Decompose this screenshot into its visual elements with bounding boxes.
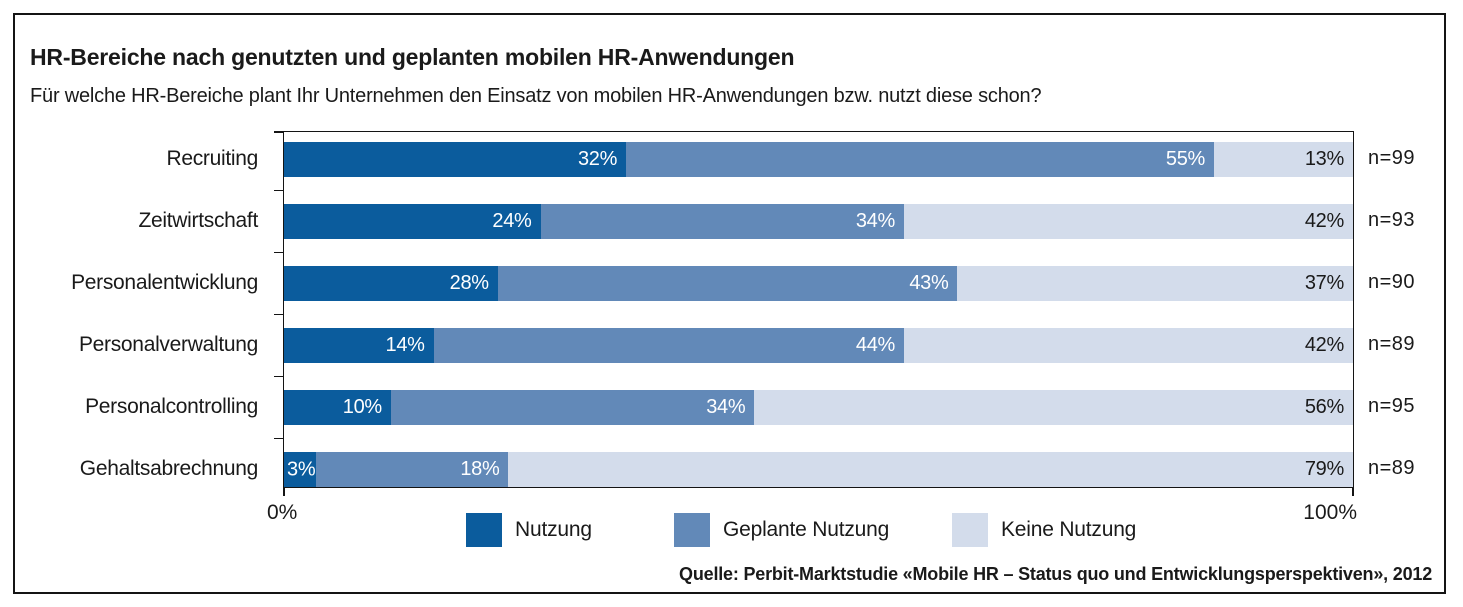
bar-row: 3% 18% 79%	[284, 452, 1353, 487]
legend-swatch-nutzung	[466, 513, 502, 547]
bar-value-label: 37%	[1304, 272, 1344, 294]
legend-swatch-keine-nutzung	[952, 513, 988, 547]
bar-value-label: 13%	[1304, 148, 1344, 170]
bar-value-label: 55%	[1165, 148, 1206, 170]
axis-tick	[274, 313, 284, 315]
n-label: n=89	[1368, 333, 1416, 355]
x-axis-min-label: 0%	[267, 501, 298, 524]
axis-tick	[274, 375, 284, 377]
axis-tick	[283, 487, 285, 496]
n-label: n=99	[1368, 147, 1416, 169]
bar-row: 14% 44% 42%	[284, 328, 1353, 363]
category-label: Gehaltsabrechnung	[79, 457, 259, 480]
n-label: n=90	[1368, 271, 1416, 293]
bar-value-label: 79%	[1304, 458, 1344, 480]
bar-value-label: 24%	[492, 210, 532, 232]
n-label: n=95	[1368, 395, 1416, 417]
bar-value-label: 56%	[1304, 396, 1344, 418]
chart-border-frame	[13, 13, 1446, 594]
bar-value-label: 18%	[460, 458, 500, 480]
axis-tick	[274, 251, 284, 253]
bar-value-label: 10%	[342, 396, 382, 418]
source-attribution: Quelle: Perbit-Marktstudie «Mobile HR – …	[679, 564, 1432, 584]
bar-segment: 42%	[904, 328, 1353, 363]
category-label: Zeitwirtschaft	[138, 209, 259, 232]
bar-value-label: 28%	[449, 272, 489, 294]
legend-label: Geplante Nutzung	[723, 518, 890, 541]
legend-swatch-geplante-nutzung	[674, 513, 710, 547]
bar-value-label: 42%	[1304, 210, 1344, 232]
category-label: Personalverwaltung	[78, 333, 258, 356]
legend-label: Keine Nutzung	[1001, 518, 1137, 541]
bar-segment: 79%	[508, 452, 1353, 487]
axis-tick	[274, 437, 284, 439]
bar-segment: 24%	[284, 204, 541, 239]
axis-tick	[1352, 487, 1354, 496]
bar-row: 10% 34% 56%	[284, 390, 1353, 425]
legend-item-geplante-nutzung: Geplante Nutzung	[674, 513, 889, 547]
axis-tick	[274, 189, 284, 191]
bar-segment: 34%	[540, 204, 904, 239]
bar-segment: 13%	[1214, 142, 1353, 177]
bar-row: 28% 43% 37%	[284, 266, 1353, 301]
bar-value-label: 44%	[855, 334, 896, 356]
bar-segment: 56%	[754, 390, 1353, 425]
bar-row: 24% 34% 42%	[284, 204, 1353, 239]
n-label: n=93	[1368, 209, 1416, 231]
bar-segment: 28%	[284, 266, 498, 301]
bar-segment: 44%	[433, 328, 905, 363]
bar-segment: 3%	[284, 452, 317, 487]
bar-value-label: 32%	[577, 148, 618, 170]
x-axis-max-label: 100%	[1303, 501, 1357, 524]
bar-value-label: 3%	[287, 458, 316, 480]
bar-segment: 34%	[390, 390, 755, 425]
legend-item-keine-nutzung: Keine Nutzung	[952, 513, 1136, 547]
bar-value-label: 43%	[909, 272, 949, 294]
bar-segment: 32%	[284, 142, 627, 177]
bar-segment: 37%	[957, 266, 1353, 301]
bar-segment: 14%	[284, 328, 434, 363]
bar-segment: 55%	[626, 142, 1215, 177]
bar-value-label: 42%	[1304, 334, 1344, 356]
bar-segment: 42%	[904, 204, 1353, 239]
axis-tick	[274, 131, 284, 133]
bar-segment: 10%	[284, 390, 391, 425]
bar-value-label: 34%	[706, 396, 746, 418]
chart-subtitle: Für welche HR-Bereiche plant Ihr Unterne…	[30, 85, 1042, 107]
bar-segment: 43%	[497, 266, 958, 301]
category-label: Personalcontrolling	[85, 395, 258, 418]
bar-value-label: 34%	[855, 210, 895, 232]
bar-row: 32% 55% 13%	[284, 142, 1353, 177]
plot-area: 32% 55% 13% 24% 34% 42% 28% 43% 37% 14% 44% 42% 10% 3…	[274, 131, 1354, 496]
legend-item-nutzung: Nutzung	[466, 513, 592, 547]
bar-value-label: 14%	[385, 334, 425, 356]
legend-label: Nutzung	[515, 518, 592, 541]
chart-title: HR-Bereiche nach genutzten und geplanten…	[30, 44, 795, 70]
n-label: n=89	[1368, 457, 1416, 479]
bar-segment: 18%	[316, 452, 509, 487]
category-label: Personalentwicklung	[71, 271, 258, 294]
category-label: Recruiting	[166, 147, 258, 170]
